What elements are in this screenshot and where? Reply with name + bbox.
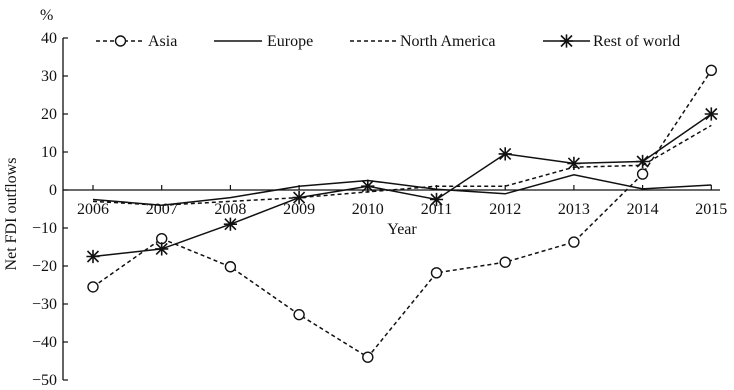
data-point-rest-of-world [292, 191, 306, 205]
y-axis-title: Net FDI outflows [3, 158, 20, 271]
y-tick-label: 20 [41, 106, 57, 123]
data-point-asia [430, 267, 443, 279]
y-tick-label: −50 [32, 372, 57, 389]
data-point-asia [224, 261, 237, 273]
legend-label-europe: Europe [267, 33, 313, 50]
x-tick-label: 2013 [558, 201, 590, 218]
data-point-rest-of-world [636, 154, 650, 169]
data-point-asia [293, 308, 305, 321]
y-tick-label: −40 [32, 334, 57, 351]
data-point-rest-of-world [498, 147, 512, 161]
y-tick-label: −30 [32, 296, 57, 313]
x-tick-label: 2006 [77, 201, 109, 218]
x-axis-title: Year [387, 221, 417, 238]
x-tick-label: 2008 [214, 201, 246, 218]
series-line-north-america [92, 124, 712, 206]
y-tick-label: −10 [32, 220, 57, 237]
legend-label-asia: Asia [148, 33, 177, 50]
x-tick-label: 2011 [421, 201, 452, 218]
data-point-asia [705, 64, 717, 77]
series-lines [92, 69, 712, 359]
data-point-asia [568, 236, 580, 248]
y-ticks: 40 30 20 10 0 −10 −20 −30 −40 −50 [32, 30, 68, 389]
x-tick-label: 2009 [283, 201, 315, 218]
data-point-asia [362, 351, 374, 363]
data-point-rest-of-world [704, 107, 718, 121]
data-point-rest-of-world [155, 242, 169, 256]
data-point-rest-of-world [223, 217, 237, 231]
data-point-rest-of-world [567, 156, 581, 170]
x-tick-label: 2015 [695, 201, 727, 218]
data-point-asia [499, 256, 511, 268]
x-tick-label: 2012 [489, 201, 521, 218]
x-ticks: 2006 2007 2008 2009 2010 2011 2012 2013 2014 2015 [77, 185, 727, 218]
series-markers [86, 64, 718, 363]
x-tick-label: 2014 [627, 201, 659, 218]
axes [62, 38, 720, 380]
data-point-rest-of-world [361, 179, 375, 193]
data-point-asia [155, 232, 168, 245]
series-line-europe [92, 174, 712, 206]
data-point-rest-of-world [429, 192, 444, 207]
y-tick-label: 0 [49, 182, 57, 199]
legend-marker-asia [114, 35, 127, 47]
legend-label-rest-of-world: Rest of world [593, 33, 680, 50]
series-line-rest-of-world [92, 113, 712, 258]
y-unit-label: % [40, 7, 53, 24]
y-tick-label: 30 [41, 68, 57, 85]
data-point-asia [87, 281, 99, 293]
y-tick-label: −20 [32, 258, 57, 275]
data-point-asia [636, 168, 649, 180]
y-tick-label: 10 [41, 144, 57, 161]
legend-marker-rest-of-world [559, 34, 574, 48]
series-line-asia [92, 69, 712, 359]
y-tick-label: 40 [41, 30, 57, 47]
x-tick-label: 2010 [352, 201, 384, 218]
legend-label-north-america: North America [400, 33, 496, 50]
data-point-rest-of-world [86, 249, 100, 264]
legend: Asia Europe North America Rest of world [96, 33, 680, 50]
